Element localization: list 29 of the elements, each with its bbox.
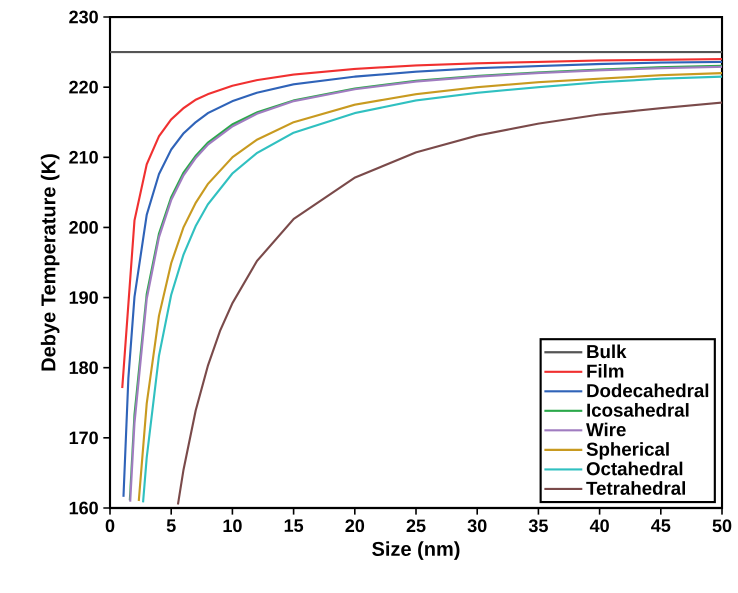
y-tick-label: 190 bbox=[70, 291, 98, 304]
y-tick-label: 210 bbox=[69, 150, 98, 164]
legend-label: Dodecahedral bbox=[587, 384, 708, 398]
y-tick-label: 160 bbox=[70, 502, 98, 514]
legend-label: Film bbox=[587, 364, 624, 378]
x-tick-label: 0 bbox=[106, 519, 114, 532]
legend-label: Icosahedral bbox=[587, 403, 688, 417]
x-tick-label: 10 bbox=[224, 519, 242, 532]
x-tick-label: 20 bbox=[345, 519, 364, 532]
x-tick-label: 15 bbox=[284, 519, 304, 532]
legend-label: Bulk bbox=[587, 344, 627, 358]
legend-label: Wire bbox=[586, 422, 626, 436]
y-tick-label: 180 bbox=[70, 361, 98, 374]
y-tick-label: 220 bbox=[69, 80, 98, 94]
x-tick-label: 45 bbox=[651, 519, 670, 532]
x-tick-label: 30 bbox=[468, 519, 486, 532]
y-tick-label: 170 bbox=[70, 431, 98, 444]
x-tick-label: 40 bbox=[590, 519, 609, 532]
y-tick-label: 230 bbox=[69, 10, 98, 24]
x-tick-label: 5 bbox=[166, 519, 176, 532]
x-tick-label: 50 bbox=[712, 519, 732, 532]
legend-label: Tetrahedral bbox=[586, 481, 685, 495]
y-axis-title: Debye Temperature (K) bbox=[40, 154, 60, 370]
x-tick-label: 25 bbox=[406, 519, 426, 532]
y-tick-label: 200 bbox=[69, 221, 98, 234]
x-axis-title: Size (nm) bbox=[372, 541, 460, 560]
legend-label: Spherical bbox=[586, 442, 669, 460]
legend-label: Octahedral bbox=[586, 462, 682, 476]
x-tick-label: 35 bbox=[528, 519, 548, 532]
